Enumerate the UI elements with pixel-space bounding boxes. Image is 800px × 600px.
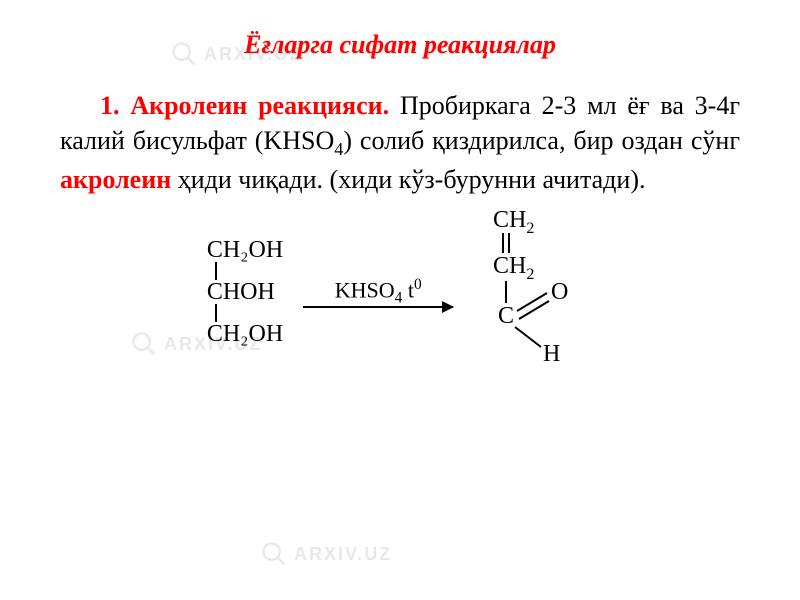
product-acrolein: CH2 CH2 C O H — [473, 207, 593, 377]
watermark: ARXIV.UZ — [260, 540, 392, 568]
bond-bar — [215, 262, 217, 280]
svg-text:O: O — [551, 279, 568, 305]
reaction-arrow: KHSO4 t0 — [303, 276, 453, 308]
acrolein-word: акролеин — [60, 165, 171, 194]
magnifier-icon — [260, 540, 288, 568]
slide-title: Ёғларга сифат реакциялар — [60, 30, 740, 60]
arrow-label: KHSO4 t0 — [335, 276, 422, 308]
body-paragraph: 1. Акролеин реакцияси. Пробиркага 2-3 мл… — [60, 88, 740, 197]
arrow-label-main: KHSO — [335, 277, 395, 302]
slide-content: Ёғларга сифат реакциялар 1. Акролеин реа… — [0, 0, 800, 377]
lead-number: 1. Акролеин реакцияси. — [100, 91, 389, 120]
arrow-label-sup: 0 — [414, 276, 422, 293]
arrow-line — [303, 306, 453, 308]
khso-subscript: 4 — [334, 139, 343, 159]
reactant-line-2: CHOH — [207, 280, 275, 304]
arrow-label-t: t — [402, 277, 414, 302]
reaction-scheme: CH₂OH CHOH CH₂OH KHSO4 t0 CH2 — [60, 207, 740, 377]
watermark-text: ARXIV.UZ — [294, 544, 392, 565]
bond-bar — [215, 304, 217, 322]
svg-text:CH2: CH2 — [493, 207, 534, 237]
body-text-2: ) солиб қиздирилса, бир оздан сўнг — [343, 126, 740, 155]
body-text-3: ҳиди чиқади. (хиди кўз-бурунни ачитади). — [171, 165, 645, 194]
reactant-line-3: CH₂OH — [207, 322, 283, 346]
product-structure: CH2 CH2 C O H — [473, 207, 593, 377]
svg-text:H: H — [543, 341, 560, 367]
reactant-glycerol: CH₂OH CHOH CH₂OH — [207, 238, 283, 346]
svg-text:C: C — [498, 303, 514, 329]
svg-text:CH2: CH2 — [493, 253, 534, 283]
reactant-line-1: CH₂OH — [207, 238, 283, 262]
